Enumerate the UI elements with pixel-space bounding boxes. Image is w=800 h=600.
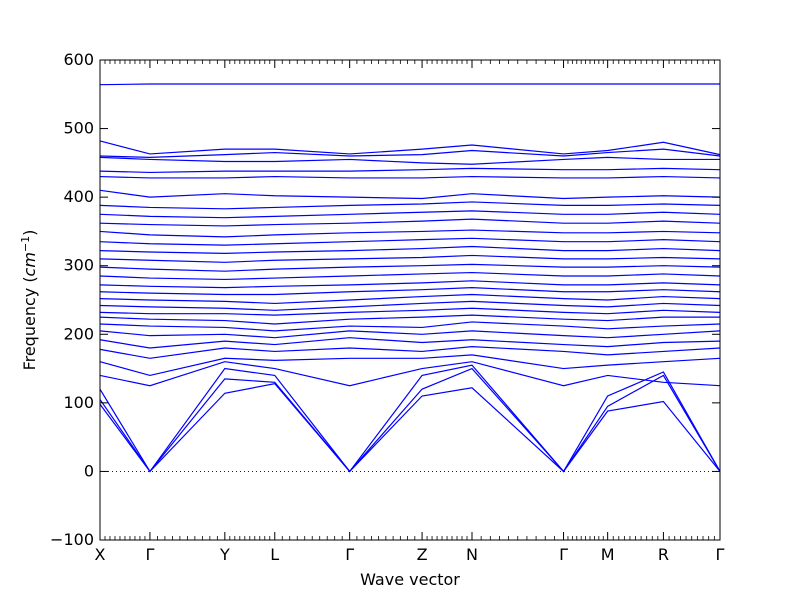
y-tick-label: 600 xyxy=(63,50,94,69)
band-line-14 xyxy=(99,287,721,296)
band-line-9 xyxy=(99,321,721,332)
band-line-13 xyxy=(99,293,721,305)
x-tick-label: Y xyxy=(219,545,230,564)
band-line-27 xyxy=(99,167,721,174)
y-tick-label: 500 xyxy=(63,119,94,138)
y-axis-label-unit: cm xyxy=(20,252,39,276)
y-tick-label: 200 xyxy=(63,324,94,343)
band-line-17 xyxy=(99,263,721,272)
band-line-26 xyxy=(99,175,721,179)
band-line-8 xyxy=(99,330,721,339)
band-line-15 xyxy=(99,280,721,289)
x-tick-label: M xyxy=(601,545,615,564)
band-line-2 xyxy=(99,367,721,473)
band-line-1 xyxy=(99,383,721,473)
x-tick-label: R xyxy=(658,545,669,564)
band-line-22 xyxy=(99,218,721,227)
y-axis-label: Frequency (cm−1) xyxy=(19,230,40,371)
band-line-30 xyxy=(99,140,721,156)
x-tick-label: Γ xyxy=(145,545,154,564)
x-tick-label: Γ xyxy=(345,545,354,564)
band-line-11 xyxy=(99,307,721,316)
x-axis-label: Wave vector xyxy=(360,570,460,589)
y-axis-label-suffix: ) xyxy=(20,230,39,236)
y-tick-label: −100 xyxy=(50,530,94,549)
band-line-18 xyxy=(99,254,721,263)
band-line-19 xyxy=(99,245,721,254)
band-line-23 xyxy=(99,210,721,219)
x-tick-label: Z xyxy=(417,545,428,564)
band-line-10 xyxy=(99,314,720,325)
y-tick-label: 400 xyxy=(63,187,94,206)
x-tick-label: N xyxy=(466,545,478,564)
band-line-20 xyxy=(99,237,721,246)
band-line-21 xyxy=(99,229,721,238)
y-tick-label: 100 xyxy=(63,393,94,412)
x-tick-label: Γ xyxy=(559,545,568,564)
band-line-25 xyxy=(99,189,721,200)
band-line-31 xyxy=(99,83,720,86)
band-line-24 xyxy=(99,201,721,210)
y-axis-label-exponent: −1 xyxy=(19,236,32,252)
x-tick-label: L xyxy=(270,545,279,564)
band-line-12 xyxy=(99,300,721,311)
band-line-29 xyxy=(99,148,721,158)
band-line-3 xyxy=(99,364,721,473)
band-lines xyxy=(99,83,721,473)
band-line-6 xyxy=(99,346,721,359)
band-line-16 xyxy=(99,271,721,281)
band-line-5 xyxy=(99,354,721,377)
x-tick-label: Γ xyxy=(716,545,725,564)
y-axis-label-prefix: Frequency ( xyxy=(20,276,39,370)
band-line-7 xyxy=(99,337,721,349)
y-axis-ticks: −100 0 100 200 300 400 500 600 xyxy=(50,50,720,549)
band-line-4 xyxy=(99,361,721,387)
band-line-28 xyxy=(99,156,720,165)
x-tick-label: X xyxy=(95,545,106,564)
plot-frame xyxy=(99,59,721,541)
y-tick-label: 0 xyxy=(84,461,94,480)
y-tick-label: 300 xyxy=(63,256,94,275)
